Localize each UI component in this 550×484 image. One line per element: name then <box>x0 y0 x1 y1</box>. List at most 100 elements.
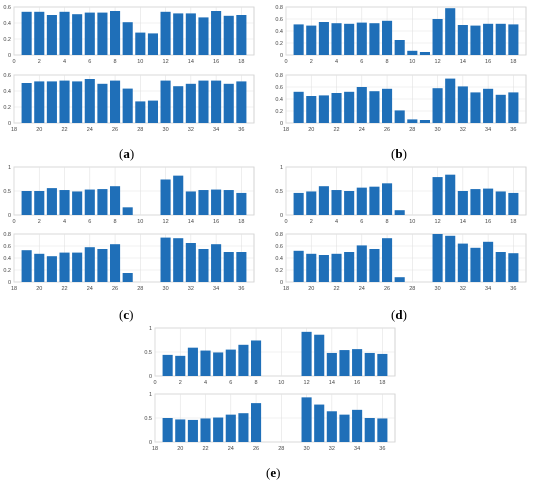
panel-a-top-bar <box>198 17 209 55</box>
panel-e-top-xtick-label: 2 <box>179 380 182 386</box>
panel-a-top-bar <box>84 12 95 56</box>
panel-d-top-xtick-label: 10 <box>409 219 415 225</box>
panel-d-bottom-xtick-label: 24 <box>359 286 365 292</box>
panel-e-bottom-bar <box>225 414 236 442</box>
panel-e-top-xtick-label: 10 <box>278 380 284 386</box>
panel-a-top-bar <box>110 11 121 55</box>
panel-d-top-bar <box>382 183 393 215</box>
panel-b-top-bar <box>495 23 506 55</box>
panel-b-top-bar <box>344 23 355 55</box>
panel-e-top-bar <box>301 331 312 376</box>
panel-d-bottom-bar <box>356 245 367 282</box>
panel-e-top-xtick-label: 0 <box>153 380 156 386</box>
panel-d-top-xtick-label: 6 <box>360 219 363 225</box>
panel-a-top-xtick-label: 10 <box>137 59 143 65</box>
panel-d-bottom-bar <box>293 250 304 282</box>
panel-e-bottom-xtick-label: 22 <box>202 446 208 452</box>
panel-b-bottom-bar <box>369 91 380 123</box>
panel-d-bottom-xtick-label: 22 <box>333 286 339 292</box>
panel-c-bottom-bar <box>185 243 196 282</box>
panel-a-top-ytick-label: 0.2 <box>3 37 11 43</box>
panel-d-bottom-bar <box>483 241 494 282</box>
panel-e-top-bar <box>377 353 388 376</box>
panel-c-top-bar <box>122 207 133 215</box>
panel-b-top-ytick-label: 0.6 <box>275 17 283 23</box>
panel-a-top-bar <box>211 11 222 55</box>
panel-a-top-bar <box>34 11 45 56</box>
panel-e-top-bar <box>162 354 173 376</box>
panel-c-top-xtick-label: 18 <box>238 219 244 225</box>
panel-c-bottom-bar <box>59 252 70 282</box>
panel-b-top-bar <box>457 25 468 55</box>
panel-e-top-bar <box>339 350 350 376</box>
panel-a-bottom-xtick-label: 20 <box>36 127 42 133</box>
panel-c-bottom-bar <box>72 252 83 282</box>
panel-c-top-bar <box>97 189 108 215</box>
panel-c-bottom-bar <box>110 244 121 282</box>
panel-e-bottom-xtick-label: 34 <box>354 446 360 452</box>
panel-b-bottom-xtick-label: 20 <box>308 127 314 133</box>
panel-b-top-ytick-label: 0.4 <box>275 29 283 35</box>
panel-e-top-xtick-label: 14 <box>329 380 335 386</box>
panel-b-top-xtick-label: 2 <box>310 59 313 65</box>
panel-c-bottom-bar <box>21 250 32 282</box>
panel-e-bottom-bar <box>364 418 375 442</box>
panel-b-bottom-bar <box>419 120 430 123</box>
panel-d-top-bar <box>483 188 494 215</box>
panel-d-top-xtick-label: 0 <box>284 219 287 225</box>
panel-c-top-bar <box>236 192 247 215</box>
panel-d-top-bar <box>344 191 355 215</box>
panel-d-bottom-bar <box>470 247 481 282</box>
panel-e-bottom-bar <box>326 411 337 442</box>
panel-d-top-bar <box>331 190 342 215</box>
panel-e-top-bar <box>200 350 211 376</box>
panel-c-top-bar <box>59 190 70 215</box>
panel-a-bottom-xtick-label: 28 <box>137 127 143 133</box>
panel-b-top-xtick-label: 14 <box>460 59 466 65</box>
panel-e-top-xtick-label: 18 <box>379 380 385 386</box>
panel-a-top-bar <box>147 33 158 55</box>
panel-c-bottom-ytick-label: 0.6 <box>3 244 11 250</box>
panel-a-bottom-xtick-label: 30 <box>163 127 169 133</box>
panel-c-bottom-ytick-label: 0.8 <box>3 232 11 238</box>
panel-e-bottom-xtick-label: 36 <box>379 446 385 452</box>
panel-e-top-bar <box>326 352 337 376</box>
panel-c-top-bar <box>72 191 83 215</box>
panel-d-top-bar <box>432 177 443 215</box>
panel-e-bottom-bar <box>301 397 312 442</box>
panel-d-bottom-ytick-label: 0 <box>280 280 283 286</box>
panel-b-bottom-xtick-label: 26 <box>384 127 390 133</box>
panel-d-bottom-xtick-label: 30 <box>435 286 441 292</box>
panel-e-bottom-xtick-label: 28 <box>278 446 284 452</box>
panel-c-top-bar <box>46 188 57 215</box>
panel-e-top-xtick-label: 4 <box>204 380 207 386</box>
panel-d-bottom-bar <box>331 253 342 282</box>
panel-c-bottom-xtick-label: 28 <box>137 286 143 292</box>
panel-b-bottom-bar <box>508 92 519 123</box>
panel-b-top-xtick-label: 8 <box>386 59 389 65</box>
panel-d-top-xtick-label: 18 <box>510 219 516 225</box>
panel-b-top-bar <box>470 25 481 55</box>
panel-a-top-xtick-label: 18 <box>238 59 244 65</box>
panel-a-top-xtick-label: 4 <box>63 59 66 65</box>
panel-a-top-ytick-label: 0 <box>8 53 11 59</box>
panel-c-bottom-ytick-label: 0.2 <box>3 268 11 274</box>
panel-a-bottom-bar <box>223 83 234 123</box>
caption-d: (d) <box>391 307 407 322</box>
panel-d-bottom-xtick-label: 28 <box>409 286 415 292</box>
panel-b-bottom-ytick-label: 0.2 <box>275 109 283 115</box>
panel-d-top-ytick-label: 0.5 <box>275 189 283 195</box>
panel-e-top-xtick-label: 8 <box>255 380 258 386</box>
panel-a-bottom-ytick-label: 0.4 <box>3 89 11 95</box>
panel-a-bottom-bar <box>211 80 222 123</box>
panel-a-bottom-bar <box>173 86 184 123</box>
panel-c-bottom-ytick-label: 0.4 <box>3 256 11 262</box>
panel-b-top-bar <box>394 40 405 55</box>
panel-e-bottom-bar <box>213 417 224 442</box>
panel-a-bottom-bar <box>110 80 121 123</box>
panel-c-top-bar <box>34 191 45 215</box>
panel-c-bottom-bar <box>236 252 247 282</box>
panel-d-top-xtick-label: 16 <box>485 219 491 225</box>
panel-e-top-xtick-label: 16 <box>354 380 360 386</box>
panel-e-top-bar <box>187 347 198 376</box>
